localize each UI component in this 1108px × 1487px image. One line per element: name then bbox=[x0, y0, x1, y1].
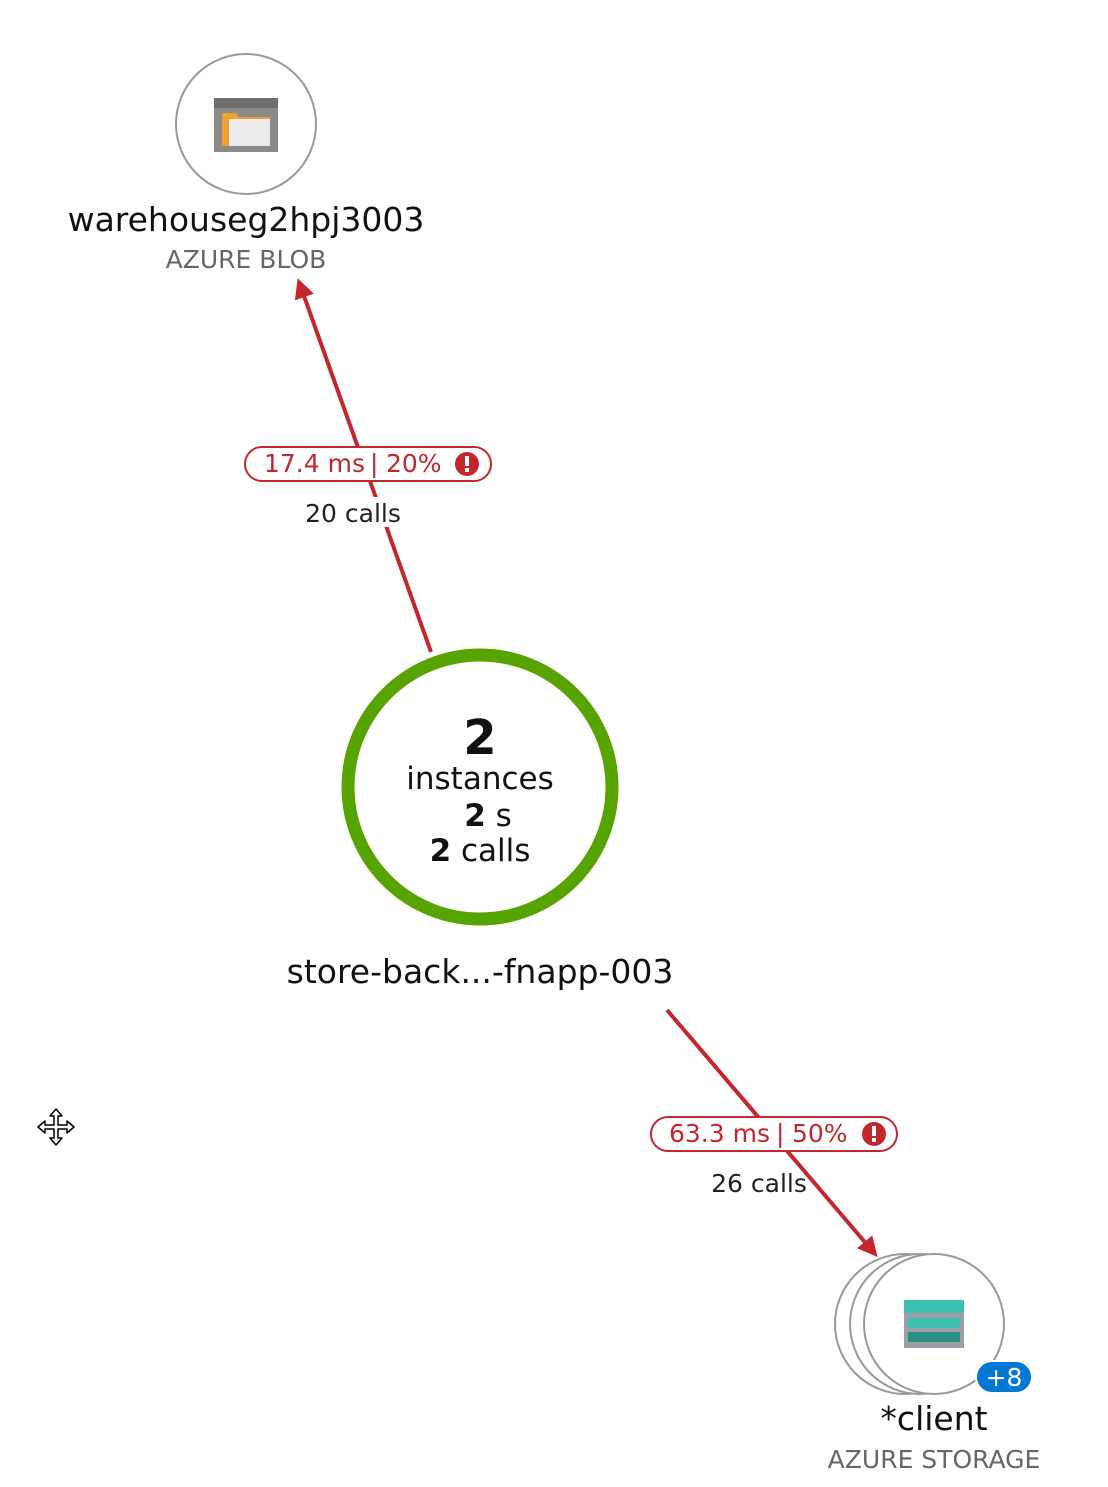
edge-app-to-blob[interactable]: 17.4 ms | 20% 20 calls bbox=[244, 278, 492, 653]
calls-label: calls bbox=[461, 833, 530, 869]
blob-storage-icon bbox=[214, 98, 278, 152]
calls-metric: 2 calls bbox=[430, 833, 531, 869]
edge-duration-label: 17.4 ms bbox=[264, 449, 365, 478]
error-exclamation-icon bbox=[862, 1122, 886, 1146]
edge-separator: | bbox=[370, 449, 378, 478]
calls-value: 2 bbox=[430, 833, 452, 869]
error-exclamation-icon bbox=[455, 452, 479, 476]
node-type: AZURE STORAGE bbox=[828, 1445, 1041, 1474]
node-app[interactable]: 2 instances 2 s 2 calls store-back...-fn… bbox=[287, 648, 674, 991]
more-nodes-badge[interactable]: +8 bbox=[975, 1360, 1033, 1394]
duration-metric: 2 s bbox=[464, 798, 512, 834]
instances-count: 2 bbox=[463, 710, 496, 766]
node-blob[interactable]: warehouseg2hpj3003 AZURE BLOB bbox=[68, 53, 425, 274]
more-nodes-count: +8 bbox=[986, 1363, 1023, 1392]
node-client[interactable]: +8 *client AZURE STORAGE bbox=[828, 1253, 1041, 1474]
node-name: warehouseg2hpj3003 bbox=[68, 200, 425, 239]
edge-duration-label: 63.3 ms bbox=[669, 1119, 770, 1148]
azure-storage-icon bbox=[904, 1300, 964, 1348]
edge-separator: | bbox=[776, 1119, 784, 1148]
node-name: store-back...-fnapp-003 bbox=[287, 952, 674, 991]
edge-app-to-client[interactable]: 63.3 ms | 50% 26 calls bbox=[650, 1008, 898, 1258]
edge-calls-label: 26 calls bbox=[711, 1169, 807, 1198]
edge-failure-rate-label: 50% bbox=[792, 1119, 848, 1148]
node-type: AZURE BLOB bbox=[166, 245, 327, 274]
edge-metric-pill[interactable] bbox=[650, 1116, 898, 1152]
move-cursor-icon bbox=[37, 1108, 75, 1146]
edge-failure-rate-label: 20% bbox=[386, 449, 442, 478]
node-name: *client bbox=[880, 1399, 987, 1438]
instances-label: instances bbox=[406, 761, 553, 797]
edge-calls-label: 20 calls bbox=[305, 499, 401, 528]
duration-unit: s bbox=[496, 798, 512, 834]
duration-value: 2 bbox=[464, 798, 486, 834]
edge-metric-pill[interactable] bbox=[244, 446, 492, 482]
node-health-ring[interactable] bbox=[341, 648, 619, 926]
